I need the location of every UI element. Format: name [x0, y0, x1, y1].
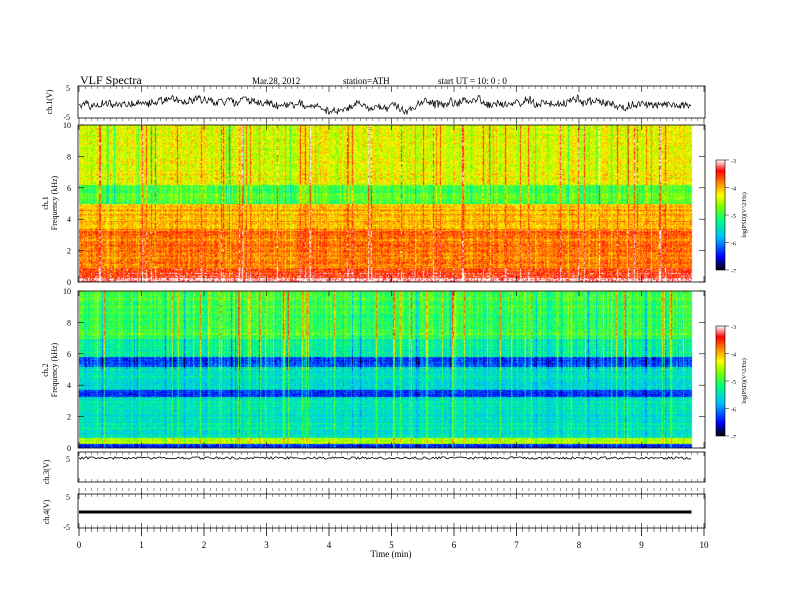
ch2-spectrogram-ytick-label-8: 8 — [67, 318, 71, 327]
x-axis-label: Time (min) — [371, 549, 412, 559]
ch1-colorbar-tick-label--6: -6 — [731, 242, 736, 248]
x-tick-label-0: 0 — [77, 540, 82, 550]
ch2-spectrogram-ylabel-channel: ch.2 — [41, 363, 50, 377]
ch4-ytick-5: 5 — [66, 493, 70, 502]
ch2-colorbar-tick-label--4: -4 — [731, 353, 736, 359]
ch2-spectrogram-ytick-label-0: 0 — [67, 444, 71, 453]
ch1-spectrogram-ytick-label-10: 10 — [63, 121, 71, 130]
x-tick-label-2: 2 — [202, 540, 207, 550]
ch2-spectrogram-ytick-label-4: 4 — [67, 381, 71, 390]
ch1-waveform-ylabel: ch.1(V) — [45, 89, 54, 114]
ch1-ytick-5: 5 — [66, 84, 70, 93]
ch2-colorbar-tick-label--3: -3 — [731, 325, 736, 331]
ch2-spectrogram-ylabel: Frequency (kHz) — [50, 342, 59, 397]
ch1-spectrogram-image — [79, 125, 693, 282]
ch3-waveform-trace — [78, 456, 692, 460]
ch1-ytick-neg5: -5 — [63, 113, 70, 122]
ch1-spectrogram-ytick-label-2: 2 — [67, 247, 71, 256]
ch1-spectrogram-panel: 10 8 6 4 2 0 ch.1 Frequency (kHz) — [41, 121, 706, 287]
x-tick-label-8: 8 — [577, 540, 582, 550]
figure-title: VLF Spectra — [80, 73, 142, 87]
ch2-colorbar-label: log(PSD)(V^2/Hz) — [741, 358, 748, 403]
ch4-ytick-neg5: -5 — [63, 523, 70, 532]
ch2-colorbar-tick-label--5: -5 — [731, 380, 736, 386]
x-tick-label-9: 9 — [639, 540, 644, 550]
ch1-spectrogram-ylabel-channel: ch.1 — [41, 196, 50, 210]
x-tick-label-3: 3 — [264, 540, 269, 550]
ch1-colorbar-tick-label--7: -7 — [731, 269, 736, 275]
ch2-colorbar-tick-label--6: -6 — [731, 408, 736, 414]
x-tick-label-5: 5 — [389, 540, 394, 550]
x-tick-label-10: 10 — [700, 540, 710, 550]
ch1-colorbar-label: log(PSD)(V^2/Hz) — [741, 192, 748, 237]
ch1-spectrogram-ytick-label-4: 4 — [67, 215, 71, 224]
ch2-spectrogram-ytick-label-10: 10 — [63, 287, 71, 296]
ch3-ytick-5: 5 — [66, 455, 70, 464]
ch1-spectrogram-ylabel: Frequency (kHz) — [50, 175, 59, 230]
ch1-colorbar: -3 -4 -5 -6 -7 log(PSD)(V^2/Hz) — [715, 159, 748, 275]
ch1-colorbar-tick-label--3: -3 — [731, 159, 736, 165]
ch1-spectrogram-ytick-label-0: 0 — [67, 278, 71, 287]
ch4-waveform-ylabel: ch.4(V) — [42, 499, 51, 524]
ch1-waveform-panel: 5 -5 ch.1(V) — [45, 84, 706, 122]
x-tick-label-6: 6 — [452, 540, 457, 550]
x-tick-label-7: 7 — [514, 540, 519, 550]
ch1-waveform-trace — [78, 94, 692, 116]
ch3-waveform-ylabel: ch.3(V) — [42, 459, 51, 484]
ch2-spectrogram-image — [79, 291, 693, 448]
ch1-spectrogram-ytick-label-8: 8 — [67, 152, 71, 161]
header-date: Mar.28, 2012 — [252, 76, 300, 86]
ch2-spectrogram-panel: 10 8 6 4 2 0 ch.2 Frequency (kHz) — [41, 287, 706, 453]
ch1-colorbar-tick-label--5: -5 — [731, 214, 736, 220]
time-axis: 0 1 2 3 4 5 6 7 8 9 10 — [77, 86, 709, 550]
ch1-spectrogram-ytick-label-6: 6 — [67, 184, 71, 193]
x-tick-label-4: 4 — [327, 540, 332, 550]
header-station: station=ATH — [343, 76, 390, 86]
ch2-colorbar-tick-label--7: -7 — [731, 435, 736, 441]
ch2-colorbar: -3 -4 -5 -6 -7 log(PSD)(V^2/Hz) — [715, 325, 748, 441]
x-tick-label-1: 1 — [139, 540, 144, 550]
header-start-time: start UT = 10: 0 : 0 — [438, 76, 507, 86]
ch1-colorbar-tick-label--4: -4 — [731, 187, 736, 193]
ch2-spectrogram-ytick-label-6: 6 — [67, 350, 71, 359]
ch2-spectrogram-ytick-label-2: 2 — [67, 413, 71, 422]
